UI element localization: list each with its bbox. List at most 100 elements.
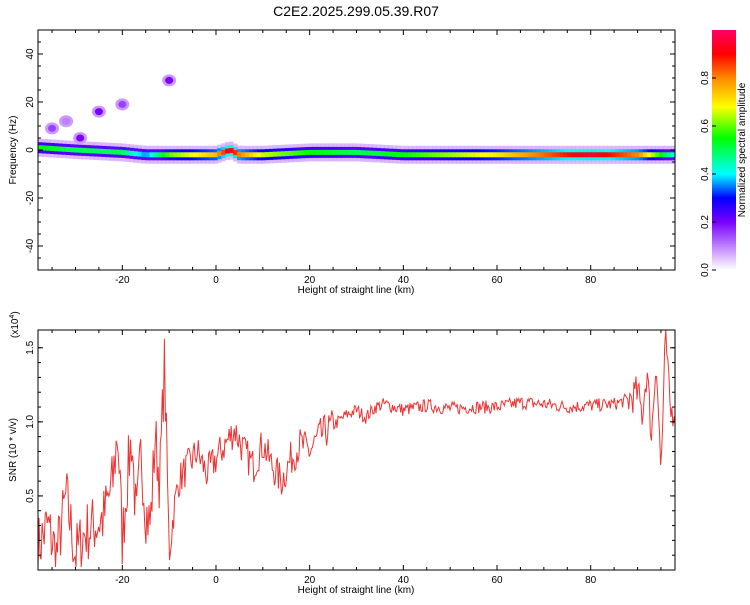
spectrogram-ridge-cell	[304, 150, 310, 156]
spectrogram-ridge-cell	[499, 152, 505, 158]
y-tick-label: 0	[25, 147, 36, 153]
spectrogram-ridge-cell	[332, 149, 338, 155]
spectrogram-ridge-cell	[567, 152, 572, 158]
spectrogram-ridge-cell	[364, 150, 369, 156]
spectrogram-ridge-cell	[344, 149, 350, 155]
spectrogram-ridge-cell	[491, 152, 497, 158]
spectrogram-ridge-cell	[599, 152, 604, 158]
spectrogram-ridge-cell	[145, 152, 150, 158]
spectrogram-ridge-cell	[507, 152, 513, 158]
spectrogram-ridge-cell	[268, 151, 274, 157]
spectrogram-x-label: Height of straight line (km)	[298, 285, 415, 296]
x-tick-label: 60	[491, 575, 503, 586]
spectrogram-ridge-cell	[89, 148, 95, 154]
spectrogram-ridge-cell	[663, 152, 668, 158]
spectrogram-ridge-cell	[73, 147, 79, 153]
snr-multiplier: (x104)	[9, 311, 21, 338]
snr-y-ticks: 0.5 1.0 1.5	[25, 340, 675, 556]
spectrogram-ridge-cell	[264, 152, 270, 158]
spectrogram-ridge-cell	[65, 147, 71, 153]
spectrogram-ridge-cell	[129, 150, 135, 156]
spectrogram-blob	[62, 117, 71, 125]
spectrogram-ridge-cell	[623, 152, 628, 158]
spectrogram-ridge-cell	[97, 148, 103, 154]
spectrogram-ridge-cell	[125, 150, 131, 156]
colorbar: 0.0 0.2 0.4 0.6 0.8 Normalized spectral ampl…	[700, 30, 748, 277]
spectrogram-ridge-cell	[252, 152, 258, 158]
snr-series-line	[38, 330, 675, 568]
spectrogram-blob	[165, 76, 174, 84]
x-tick-label: 80	[585, 275, 597, 286]
spectrogram-ridge-cell	[444, 152, 449, 158]
snr-multiplier-exponent: 4	[9, 315, 16, 319]
spectrogram-ridge-cell	[471, 152, 477, 158]
x-tick-label: 60	[491, 275, 503, 286]
spectrogram-ridge-cell	[193, 152, 198, 158]
spectrogram-ridge-cell	[280, 151, 286, 157]
spectrogram-ridge-cell	[436, 152, 441, 158]
spectrogram-ridge-cell	[300, 150, 306, 156]
spectrogram-ridge-cell	[511, 152, 517, 158]
spectrogram-ridge-cell	[121, 150, 127, 156]
spectrogram-ridge-cell	[113, 149, 119, 155]
spectrogram-ridge-cell	[659, 152, 664, 158]
spectrogram-ridge-cell	[388, 151, 393, 157]
spectrogram-ridge-cell	[376, 151, 381, 157]
spectrogram-ridge-cell	[133, 151, 139, 157]
spectrogram-ridge-cell	[428, 152, 433, 158]
spectrogram-ridge-cell	[241, 152, 246, 158]
spectrogram-ridge-cell	[384, 151, 389, 157]
spectrogram-ridge-cell	[519, 152, 525, 158]
spectrogram-ridge-cell	[356, 150, 361, 156]
spectrogram-ridge-cell	[101, 148, 107, 154]
spectrogram-ridge-cell	[229, 148, 234, 154]
spectrogram-ridge-cell	[149, 152, 154, 158]
spectrogram-ridge-cell	[571, 152, 576, 158]
spectrogram-ridge-cell	[440, 152, 445, 158]
spectrogram-ridge-cell	[85, 148, 91, 154]
spectrogram-ridge-cell	[272, 151, 278, 157]
y-tick-label: 1.0	[25, 414, 36, 428]
spectrogram-ridge-cell	[185, 152, 190, 158]
snr-multiplier-close: )	[10, 311, 21, 314]
spectrogram-ridge-cell	[233, 150, 238, 156]
spectrogram-blob	[118, 100, 127, 108]
spectrogram-ridge-cell	[575, 152, 580, 158]
spectrogram-ridge-cell	[667, 152, 672, 158]
spectrogram-ridge-cell	[619, 152, 624, 158]
spectrogram-ridge-cell	[475, 152, 481, 158]
x-tick-label: 40	[398, 575, 410, 586]
spectrogram-ridge-cell	[424, 152, 429, 158]
spectrogram-ridge-cell	[607, 152, 612, 158]
spectrogram-ridge-cell	[432, 152, 437, 158]
colorbar-tick-label: 0.8	[700, 71, 711, 85]
spectrogram-ridge-cell	[316, 149, 322, 155]
spectrogram-x-ticks: -20 0 20 40 60 80	[51, 30, 662, 286]
snr-multiplier-base: (x10	[10, 318, 21, 338]
spectrogram-ridge-cell	[579, 152, 584, 158]
y-tick-label: -20	[25, 190, 36, 205]
spectrogram-ridge-cell	[535, 152, 541, 158]
spectrogram-ridge-cell	[487, 152, 493, 158]
spectrogram-ridge-cell	[45, 145, 51, 151]
spectrogram-ridge-cell	[467, 152, 473, 158]
spectrogram-ridge-cell	[292, 150, 298, 156]
spectrogram-ridge-cell	[555, 152, 561, 158]
colorbar-ticks: 0.0 0.2 0.4 0.6 0.8	[700, 71, 716, 277]
spectrogram-ridge-cell	[117, 149, 123, 155]
x-tick-label: -20	[115, 575, 130, 586]
colorbar-tick-label: 0.2	[700, 215, 711, 229]
colorbar-tick-label: 0.4	[700, 167, 711, 181]
spectrogram-ridge-cell	[420, 152, 425, 158]
spectrogram-y-ticks: 40 20 0 -20 -40	[25, 29, 675, 271]
snr-panel: -20 0 20 40 60 80 0.5 1.0 1.5 Height of straigh…	[8, 311, 676, 596]
spectrogram-ridge-cell	[177, 152, 182, 158]
spectrogram-ridge-cell	[543, 152, 549, 158]
spectrogram-ridge-cell	[189, 152, 194, 158]
spectrogram-ridge-cell	[483, 152, 489, 158]
snr-y-label: SNR (10 * v/v)	[8, 418, 19, 482]
spectrogram-ridge-cell	[639, 152, 644, 158]
spectrogram-ridge-cell	[308, 149, 314, 155]
